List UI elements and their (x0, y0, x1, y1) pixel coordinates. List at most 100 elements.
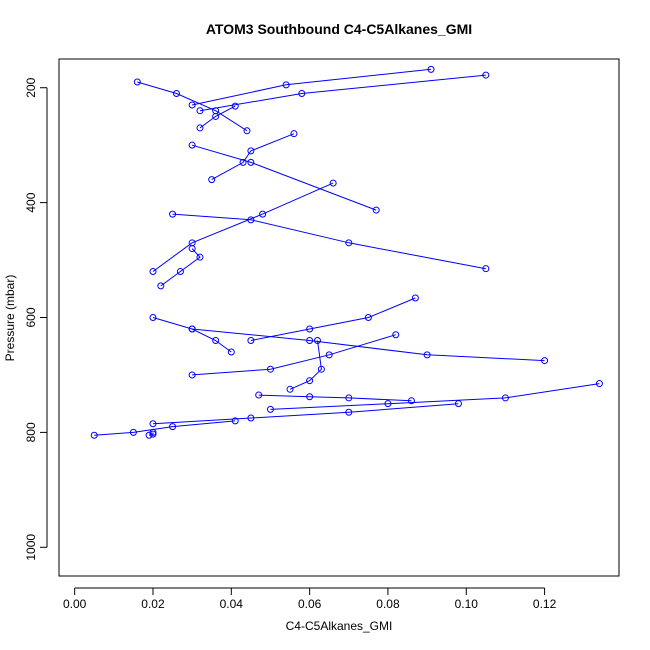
data-point (411, 294, 419, 302)
series-line (172, 213, 486, 270)
data-point (149, 268, 157, 276)
data-point (259, 210, 267, 218)
data-point (149, 420, 157, 428)
data-point (172, 89, 180, 97)
data-point (231, 102, 239, 110)
data-point (188, 245, 196, 253)
data-point (345, 239, 353, 247)
series-line (270, 383, 600, 410)
data-point (501, 394, 509, 402)
series-2 (208, 130, 298, 184)
x-tick-label: 0.12 (533, 597, 557, 611)
data-point (282, 81, 290, 89)
chart-title: ATOM3 Southbound C4-C5Alkanes_GMI (206, 21, 472, 37)
y-tick-label: 800 (24, 422, 38, 442)
data-point (255, 391, 263, 399)
data-point (313, 336, 321, 344)
data-point (392, 331, 400, 339)
data-point (247, 158, 255, 166)
data-point (423, 351, 431, 359)
plot-area (90, 65, 603, 439)
series-18 (145, 428, 157, 439)
data-point (247, 147, 255, 155)
series-line (152, 317, 232, 353)
series-9 (266, 380, 603, 413)
y-tick-label: 400 (24, 192, 38, 212)
data-point (266, 365, 274, 373)
data-point (317, 365, 325, 373)
data-point (129, 428, 137, 436)
series-4 (188, 141, 380, 214)
data-point (169, 423, 177, 431)
data-point (454, 400, 462, 408)
data-point (329, 179, 337, 187)
series-line (152, 182, 334, 272)
data-point (243, 127, 251, 135)
data-point (188, 101, 196, 109)
x-tick-label: 0.06 (298, 597, 322, 611)
data-point (306, 325, 314, 333)
data-point (145, 431, 153, 439)
data-point (482, 265, 490, 273)
y-axis-label: Pressure (mbar) (3, 275, 17, 362)
data-point (372, 206, 380, 214)
data-point (188, 325, 196, 333)
x-tick-label: 0.02 (141, 597, 165, 611)
data-point (290, 130, 298, 138)
plot-frame (58, 58, 620, 577)
series-line (192, 334, 396, 376)
series-line (191, 68, 432, 106)
data-point (325, 351, 333, 359)
y-axis: 200 400 600 800 1000 (24, 77, 48, 561)
data-point (247, 336, 255, 344)
data-point (306, 377, 314, 385)
data-point (482, 71, 490, 79)
series-line (199, 105, 236, 129)
x-tick-label: 0.10 (455, 597, 479, 611)
x-axis: 0.00 0.02 0.04 0.06 0.08 0.10 0.12 (63, 587, 557, 611)
series-5 (169, 210, 490, 273)
series-1 (188, 65, 435, 109)
data-point (227, 348, 235, 356)
series-line (191, 144, 377, 211)
series-line (211, 133, 295, 181)
series-line (289, 340, 322, 390)
data-point (306, 336, 314, 344)
series-11 (255, 391, 415, 405)
y-tick-label: 1000 (24, 534, 38, 561)
data-point (427, 65, 435, 73)
data-point (306, 393, 314, 401)
data-point (231, 417, 239, 425)
series-line (160, 248, 201, 287)
data-point (345, 408, 353, 416)
series-15 (286, 336, 325, 393)
data-point (266, 405, 274, 413)
data-point (196, 107, 204, 115)
series-10 (149, 400, 462, 428)
data-point (212, 336, 220, 344)
series-line (152, 403, 459, 425)
series-line (258, 394, 412, 402)
series-6 (247, 294, 419, 344)
data-point (541, 357, 549, 365)
data-point (188, 141, 196, 149)
data-point (157, 282, 165, 290)
data-point (169, 210, 177, 218)
series-group (90, 65, 603, 439)
data-point (345, 394, 353, 402)
data-point (149, 430, 157, 438)
data-point (239, 158, 247, 166)
data-point (196, 253, 204, 261)
data-point (149, 314, 157, 321)
x-tick-label: 0.08 (376, 597, 400, 611)
data-point (196, 124, 204, 132)
data-point (90, 431, 98, 439)
y-tick-label: 600 (24, 307, 38, 327)
series-line (250, 297, 416, 341)
data-point (208, 176, 216, 184)
data-point (247, 216, 255, 224)
series-17 (157, 245, 204, 290)
x-tick-label: 0.00 (63, 597, 87, 611)
